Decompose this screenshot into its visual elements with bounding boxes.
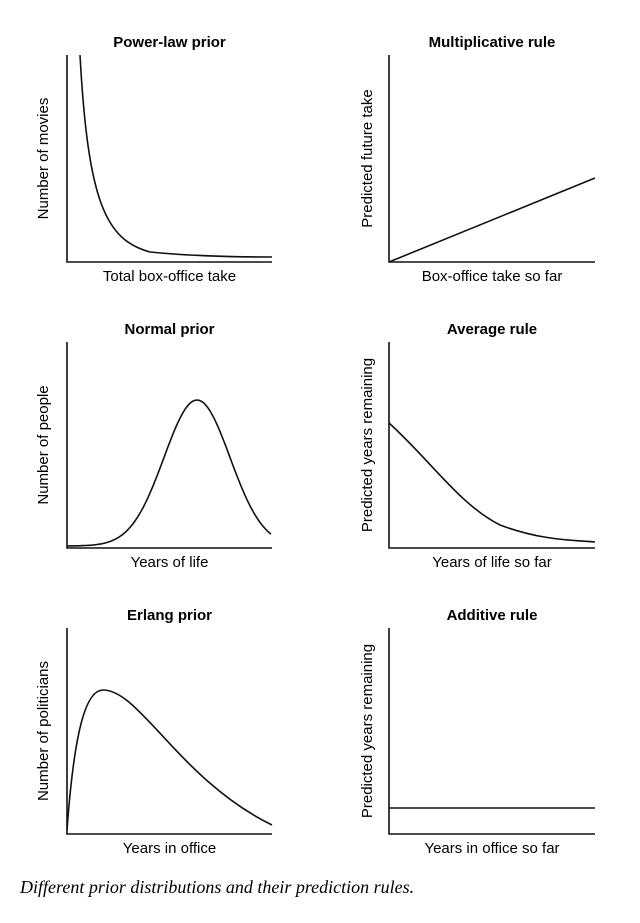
y-label: Number of people [35,385,52,504]
x-label: Years of life so far [432,554,552,571]
panel-title: Average rule [447,321,537,338]
y-label: Number of politicians [35,661,52,801]
y-label: Number of movies [35,98,52,220]
multiplicative-line [388,177,596,263]
erlang-curve [66,689,273,831]
panel-title: Additive rule [447,607,538,624]
caption: Different prior distributions and their … [19,877,414,897]
average-curve [388,422,596,543]
power-law-curve [79,54,273,258]
panel-title: Erlang prior [127,607,212,624]
panel-title: Normal prior [124,321,214,338]
axes [388,628,595,835]
x-label: Total box-office take [103,268,236,285]
x-label: Box-office take so far [422,268,563,285]
axes [388,55,595,263]
normal-curve [67,399,272,547]
axes [66,55,272,263]
axes [66,628,272,835]
axes [66,342,272,549]
y-label: Predicted years remaining [359,358,376,532]
panel-title: Power-law prior [113,34,226,51]
x-label: Years of life [131,554,209,571]
axes [388,342,595,549]
panel-title: Multiplicative rule [429,34,556,51]
y-label: Predicted future take [359,89,376,227]
x-label: Years in office so far [424,840,559,857]
x-label: Years in office [123,840,216,857]
y-label: Predicted years remaining [359,644,376,818]
